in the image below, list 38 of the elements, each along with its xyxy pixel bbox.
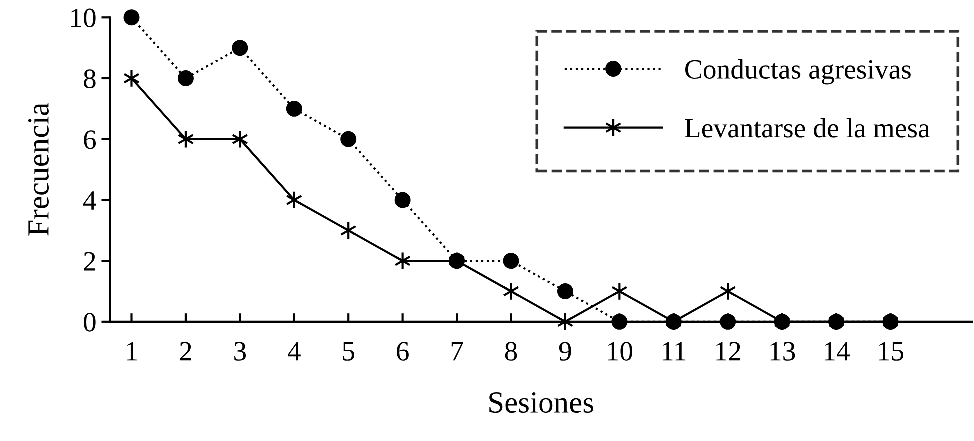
legend-label: Levantarse de la mesa: [685, 118, 930, 138]
x-tick-label: 3: [234, 342, 246, 361]
point: [123, 69, 140, 88]
x-tick-label: 14: [825, 342, 850, 361]
point: [557, 284, 574, 300]
x-tick-label: 11: [662, 342, 686, 361]
point: [286, 100, 302, 117]
y-tick-label: 4: [84, 192, 96, 210]
point: [502, 282, 520, 301]
x-axis-title: Sesiones: [490, 392, 594, 414]
x-tick-label: 13: [770, 342, 796, 361]
point: [232, 40, 248, 56]
x-tick-label: 12: [716, 342, 740, 361]
x-tick-label: 9: [559, 342, 572, 361]
x-tick-label: 10: [608, 342, 632, 361]
point: [720, 282, 736, 301]
point: [124, 10, 140, 26]
y-tick-label: 0: [84, 313, 96, 332]
y-tick-label: 6: [84, 130, 96, 150]
y-tick-label: 8: [84, 70, 96, 88]
y-tick-label: 10: [72, 8, 96, 28]
x-tick-label: 7: [452, 342, 464, 361]
x-tick-label: 2: [180, 342, 192, 361]
legend-label: Conductas agresivas: [686, 59, 911, 85]
x-tick-label: 8: [505, 342, 518, 361]
point: [178, 70, 194, 86]
x-tick-label: 15: [879, 342, 904, 361]
y-axis-title: Frecuencia: [28, 103, 49, 236]
point: [394, 192, 411, 208]
point: [503, 253, 520, 270]
x-tick-label: 5: [343, 342, 354, 361]
point: [612, 314, 628, 330]
point: [340, 131, 357, 148]
x-tick-label: 4: [288, 342, 301, 361]
x-tick-label: 1: [127, 342, 138, 361]
point: [720, 314, 736, 330]
y-tick-label: 2: [84, 252, 96, 271]
x-tick-label: 6: [397, 342, 409, 361]
